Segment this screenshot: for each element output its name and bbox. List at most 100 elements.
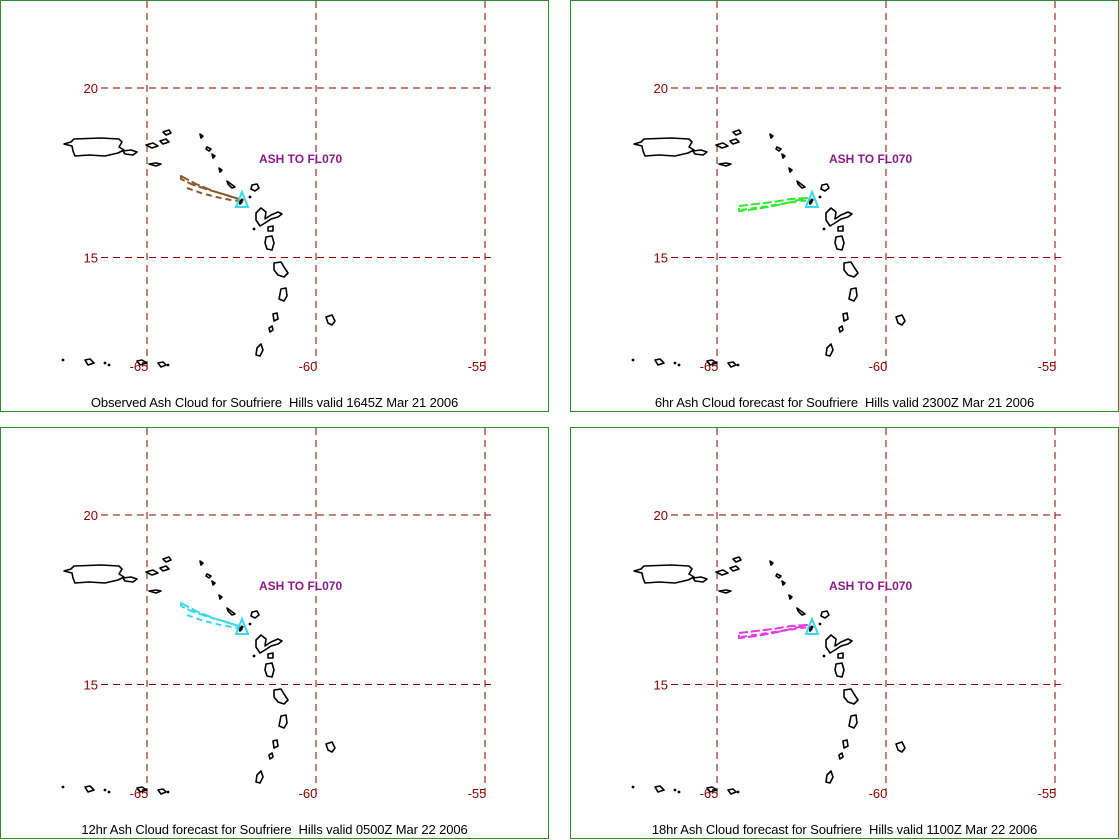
grid-lines — [671, 1, 1061, 371]
map-panel-18hr-forecast: -65 -60 -55 20 15 ASH TO FL070 18hr Ash Cloud… — [570, 427, 1119, 839]
island-st-barts — [781, 153, 786, 159]
island-vieques — [692, 149, 708, 156]
islet-dot — [61, 785, 65, 789]
islet-dot — [166, 363, 170, 367]
island-guadeloupe — [255, 634, 283, 654]
longitude-tick-label: -60 — [869, 786, 888, 801]
island-grenada — [255, 343, 264, 357]
island-grenadines — [838, 752, 844, 760]
longitude-tick-label: -55 — [468, 786, 487, 801]
island-antigua — [250, 610, 260, 619]
longitude-tick-label: -65 — [130, 359, 149, 374]
map-panel-12hr-forecast: -65 -60 -55 20 15 ASH TO FL070 12hr Ash Cloud… — [0, 427, 549, 839]
longitude-tick-label: -60 — [299, 359, 318, 374]
longitude-tick-label: -60 — [299, 786, 318, 801]
island-guadeloupe — [825, 207, 853, 227]
ash-cloud-outline — [740, 626, 812, 638]
island-marie-galante — [267, 225, 274, 232]
islet-dot — [677, 790, 681, 794]
island-st-lucia — [278, 287, 288, 302]
ash-cloud-outline — [180, 175, 240, 200]
island-martinique — [273, 688, 289, 705]
islet-dot — [677, 363, 681, 367]
island-virgin-islands-1 — [145, 142, 159, 149]
islet-dot — [107, 363, 111, 367]
island-st-croix — [718, 589, 732, 594]
island-st-kitts — [226, 180, 236, 189]
panel-caption: 12hr Ash Cloud forecast for Soufriere Hi… — [81, 822, 468, 837]
island-martinique — [843, 261, 859, 278]
volcano-point — [810, 198, 814, 202]
islet-dot — [631, 785, 635, 789]
islet-dot — [673, 361, 677, 365]
island-guadeloupe — [255, 207, 283, 227]
island-anguilla — [769, 560, 774, 566]
volcano-point — [810, 625, 814, 629]
island-curacao — [136, 359, 148, 366]
volcano-point — [240, 625, 244, 629]
island-puerto-rico — [633, 137, 695, 157]
ash-cloud-outline — [740, 199, 812, 211]
island-virgin-islands-1 — [715, 142, 729, 149]
ash-altitude-label: ASH TO FL070 — [829, 152, 912, 166]
islet-dot — [166, 790, 170, 794]
island-barbados — [325, 741, 336, 753]
islet-dot — [248, 195, 252, 199]
island-grenadines — [268, 752, 274, 760]
longitude-tick-label: -55 — [1038, 359, 1057, 374]
island-st-croix — [718, 162, 732, 167]
volcano-triangle-icon — [234, 189, 250, 208]
islet-dot — [252, 227, 256, 231]
island-dominica — [834, 662, 845, 678]
ash-altitude-label: ASH TO FL070 — [829, 579, 912, 593]
ash-cloud-polygon — [738, 624, 812, 639]
latitude-tick-label: 20 — [654, 81, 668, 96]
island-dominica — [264, 235, 275, 251]
island-grenada — [255, 770, 264, 784]
island-vieques — [122, 149, 138, 156]
island-vieques — [692, 576, 708, 583]
volcano-triangle-icon — [234, 616, 250, 635]
islet-dot — [103, 788, 107, 792]
volcano-triangle-icon — [804, 189, 820, 208]
island-barbados — [325, 314, 336, 326]
longitude-tick-label: -65 — [700, 786, 719, 801]
island-barbados — [895, 741, 906, 753]
ash-cloud-outline — [186, 614, 240, 629]
island-antigua — [820, 183, 830, 192]
ash-map: -65 -60 -55 20 15 ASH TO FL070 — [61, 1, 491, 374]
island-saba — [788, 167, 793, 173]
island-st-barts — [781, 580, 786, 586]
island-virgin-islands-3 — [162, 129, 172, 136]
panel-caption: 6hr Ash Cloud forecast for Soufriere Hil… — [654, 395, 1035, 410]
ash-cloud-polygon — [738, 197, 812, 212]
islet-dot — [248, 622, 252, 626]
island-st-martin — [205, 146, 212, 152]
islet-dot — [252, 654, 256, 658]
island-st-barts — [211, 580, 216, 586]
island-bonaire — [727, 788, 737, 795]
island-marie-galante — [837, 652, 844, 659]
island-virgin-islands-2 — [729, 565, 740, 572]
ash-map: -65 -60 -55 20 15 ASH TO FL070 — [631, 428, 1061, 801]
island-dominica — [834, 235, 845, 251]
island-aruba — [654, 358, 665, 366]
ash-cloud-polygon — [180, 602, 240, 629]
island-curacao — [136, 786, 148, 793]
ash-map: -65 -60 -55 20 15 ASH TO FL070 — [631, 1, 1061, 374]
panel-caption: Observed Ash Cloud for Soufriere Hills v… — [90, 395, 459, 410]
islet-dot — [822, 654, 826, 658]
island-bonaire — [157, 788, 167, 795]
latitude-tick-label: 15 — [84, 678, 98, 693]
grid-lines — [101, 428, 491, 798]
island-st-martin — [205, 573, 212, 579]
grid-lines — [671, 428, 1061, 798]
island-dominica — [264, 662, 275, 678]
island-st-martin — [775, 573, 782, 579]
island-st-lucia — [848, 714, 858, 729]
island-guadeloupe — [825, 634, 853, 654]
ash-cloud-outline — [180, 602, 240, 627]
island-st-croix — [148, 162, 162, 167]
coastlines — [61, 129, 336, 368]
island-virgin-islands-1 — [715, 569, 729, 576]
